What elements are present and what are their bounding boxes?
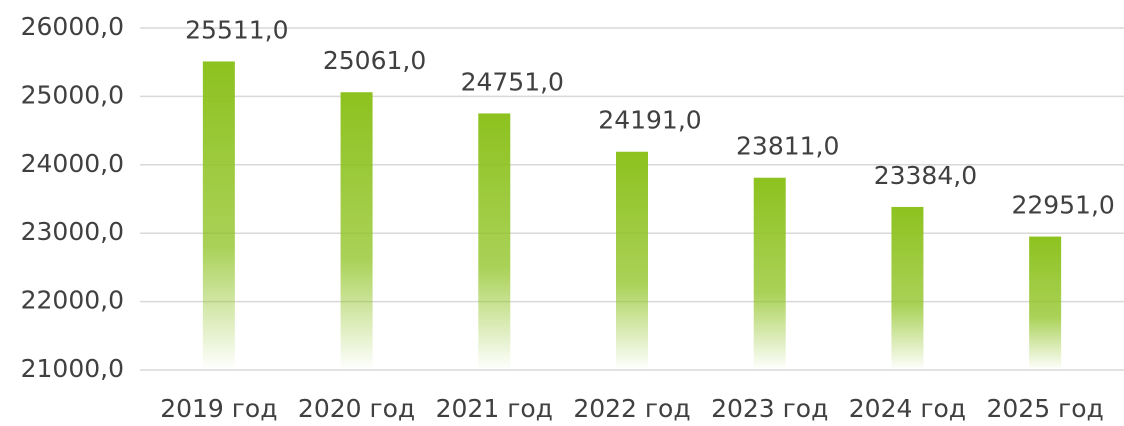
value-label: 24751,0 xyxy=(461,67,564,96)
y-tick-label: 26000,0 xyxy=(21,12,124,41)
x-tick-label: 2019 год xyxy=(160,394,277,423)
bar xyxy=(753,177,786,370)
x-tick-label: 2020 год xyxy=(298,394,415,423)
y-tick-label: 21000,0 xyxy=(21,354,124,383)
x-tick-label: 2022 год xyxy=(573,394,690,423)
value-label: 25061,0 xyxy=(323,46,426,75)
bar xyxy=(202,61,235,370)
bar xyxy=(478,113,511,370)
y-tick-label: 23000,0 xyxy=(21,217,124,246)
bar xyxy=(1029,236,1062,370)
y-tick-label: 25000,0 xyxy=(21,80,124,109)
bar xyxy=(616,151,648,370)
value-label: 22951,0 xyxy=(1011,191,1114,220)
value-label: 23384,0 xyxy=(874,161,977,190)
bar xyxy=(891,206,924,370)
value-label: 23811,0 xyxy=(736,132,839,161)
x-tick-label: 2025 год xyxy=(986,394,1103,423)
value-label: 24191,0 xyxy=(598,106,701,135)
x-tick-label: 2024 год xyxy=(849,394,966,423)
bar xyxy=(340,92,373,370)
value-label: 25511,0 xyxy=(185,15,288,44)
y-tick-label: 24000,0 xyxy=(21,149,124,178)
y-tick-label: 22000,0 xyxy=(21,286,124,315)
x-tick-label: 2023 год xyxy=(711,394,828,423)
x-tick-label: 2021 год xyxy=(436,394,553,423)
